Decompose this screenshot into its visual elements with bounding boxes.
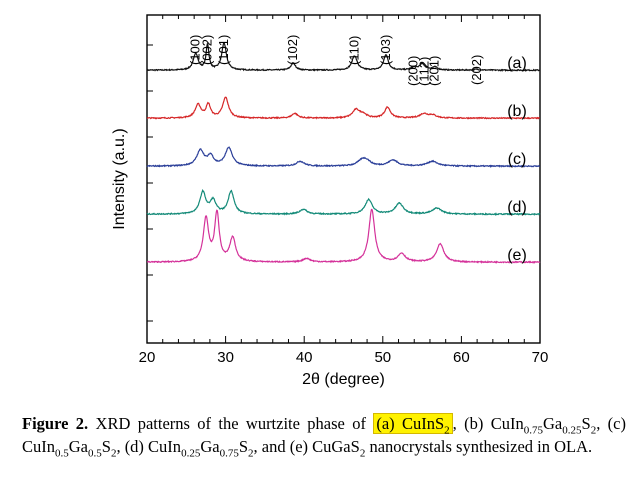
x-tick-label: 30 (217, 349, 234, 366)
peak-label: (101) (216, 35, 231, 65)
caption-d: S (238, 437, 248, 456)
peak-label: (103) (378, 35, 393, 65)
peak-label: (100) (188, 35, 203, 65)
caption-b: S (581, 414, 591, 433)
peak-label: (202) (469, 55, 484, 85)
x-tick-label: 60 (453, 349, 470, 366)
series-label: (e) (507, 247, 527, 264)
x-tick-label: 50 (374, 349, 391, 366)
xrd-chart: 20 30 40 50 60 70 2θ (degree) Intensity (a.u.) (… (111, 14, 549, 388)
peak-label: (200) (405, 56, 420, 86)
x-tick-label: 20 (139, 349, 156, 366)
peak-label: (112) (416, 57, 431, 86)
xrd-trace (146, 96, 540, 120)
xrd-trace (146, 41, 541, 73)
x-axis-label: 2θ (degree) (302, 371, 385, 388)
caption-sub: 0.75 (523, 424, 543, 437)
peak-label: (102) (285, 35, 300, 65)
caption-label: Figure 2. (22, 414, 89, 433)
caption-sub: 2 (248, 447, 254, 460)
series-label: (d) (507, 199, 527, 216)
caption-highlight: (a) CuInS2 (373, 413, 453, 437)
caption-b: Ga (543, 414, 563, 433)
caption-sub: 0.25 (181, 447, 201, 460)
series-label: (c) (508, 151, 527, 168)
caption-hl-sub: 2 (444, 424, 450, 437)
y-axis-label: Intensity (a.u.) (111, 128, 128, 229)
xrd-trace (146, 188, 541, 216)
caption-e: , and (e) CuGaS (253, 437, 360, 456)
x-tick-label: 70 (532, 349, 549, 366)
caption-b: , (b) CuIn (452, 414, 524, 433)
caption-sub: 0.25 (562, 424, 582, 437)
caption-c: , (c) CuIn (22, 414, 626, 456)
caption-sub: 0.5 (88, 447, 102, 460)
caption-c: Ga (68, 437, 88, 456)
peak-label: (002) (200, 35, 215, 65)
caption-sub: 2 (110, 447, 117, 460)
series-label: (a) (507, 55, 527, 72)
plot-area-frame (146, 14, 541, 344)
caption-text: XRD patterns of the wurtzite phase of (88, 414, 374, 433)
caption-d: Ga (200, 437, 220, 456)
peak-label: (201) (427, 56, 442, 86)
caption-hl-text: (a) CuInS (376, 414, 445, 433)
series-label: (b) (507, 103, 527, 120)
figure-caption: Figure 2. XRD patterns of the wurtzite p… (22, 412, 626, 460)
caption-c: S (101, 437, 111, 456)
caption-sub: 2 (359, 447, 366, 460)
peak-label: (110) (347, 36, 362, 65)
caption-sub: 0.75 (219, 447, 239, 460)
xrd-trace (146, 208, 541, 264)
caption-d: , (d) CuIn (116, 437, 182, 456)
caption-end: nanocrystals synthesized in OLA. (365, 437, 593, 456)
caption-sub: 0.5 (55, 447, 69, 460)
xrd-trace (146, 146, 541, 169)
x-tick-label: 40 (296, 349, 313, 366)
caption-sub: 2 (590, 424, 597, 437)
